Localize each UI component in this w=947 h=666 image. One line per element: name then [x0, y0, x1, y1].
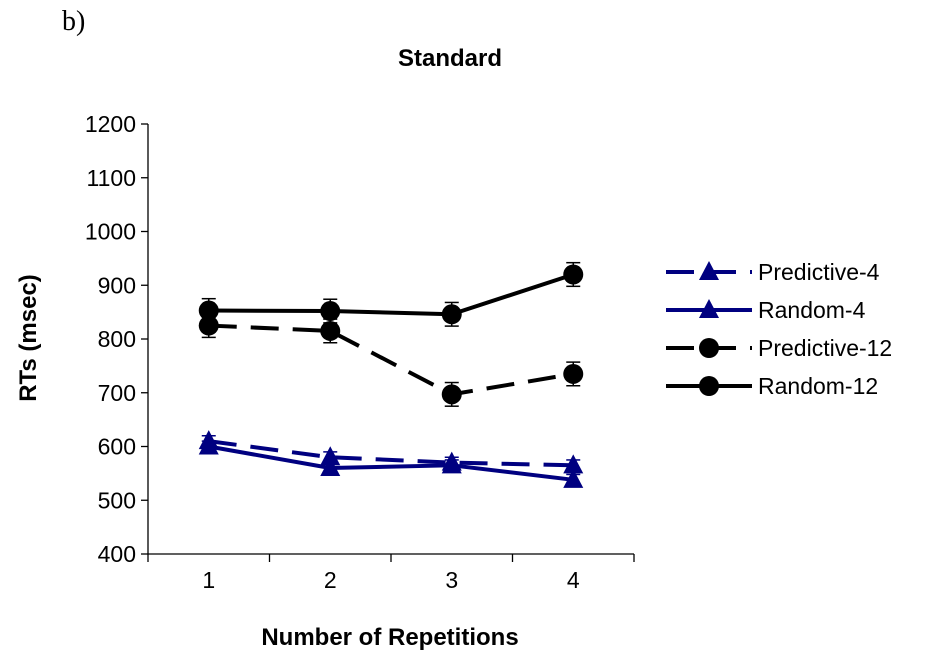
y-tick-label: 800 [98, 326, 136, 352]
x-tick-label: 1 [202, 567, 215, 593]
legend-swatch-marker [699, 338, 719, 358]
series-line-random-4 [208, 444, 574, 482]
legend-swatch-marker [699, 299, 719, 318]
legend-entry-predictive-12: Predictive-12 [666, 335, 892, 361]
legend-label: Random-12 [758, 373, 878, 399]
series-line-predictive-4 [208, 439, 574, 468]
data-point-predictive-12 [198, 315, 219, 336]
y-tick-label: 500 [98, 487, 136, 513]
legend-entry-random-12: Random-12 [666, 373, 878, 399]
legend-label: Predictive-12 [758, 335, 892, 361]
series-line-random-12 [208, 272, 574, 317]
data-point-predictive-4 [320, 446, 341, 466]
legend-swatch-marker [699, 376, 719, 396]
series-line-predictive-12 [208, 323, 574, 397]
data-point-predictive-12 [441, 384, 462, 405]
y-tick-label: 1100 [87, 165, 136, 191]
series-predictive-12 [198, 312, 584, 407]
plot-area [198, 261, 584, 488]
y-tick-label: 600 [98, 434, 136, 460]
series-random-12 [198, 261, 584, 327]
axes: 400 500 600 700 800 900 1000 1100 1200 1 2 3 4 [85, 111, 635, 593]
series-random-4 [198, 435, 584, 488]
data-point-random-4 [320, 457, 341, 476]
chart-title: Standard [398, 45, 502, 72]
y-axis-title: RTs (msec) [15, 274, 42, 402]
data-point-random-4 [563, 468, 584, 488]
legend-label: Predictive-4 [758, 259, 880, 285]
legend: Predictive-4 Random-4 Predictive-12 Random-… [666, 259, 892, 399]
data-point-random-12 [441, 304, 462, 325]
legend-entry-predictive-4: Predictive-4 [666, 259, 880, 285]
data-point-random-12 [198, 300, 219, 321]
y-tick-label: 1200 [85, 111, 136, 137]
data-point-random-12 [320, 301, 341, 322]
legend-swatch-marker [699, 261, 719, 280]
panel-label: b) [62, 6, 86, 37]
data-point-predictive-4 [563, 454, 584, 474]
data-point-predictive-12 [563, 363, 584, 384]
x-tick-label: 2 [324, 567, 337, 593]
data-point-random-12 [563, 264, 584, 285]
x-tick-label: 4 [567, 567, 580, 593]
data-point-predictive-12 [320, 320, 341, 341]
y-tick-label: 700 [98, 380, 136, 406]
data-point-random-4 [198, 435, 219, 455]
y-tick-label: 1000 [85, 219, 136, 245]
data-point-random-4 [441, 454, 462, 474]
x-axis-title: Number of Repetitions [261, 624, 518, 651]
y-tick-label: 900 [98, 272, 136, 298]
legend-label: Random-4 [758, 297, 866, 323]
legend-entry-random-4: Random-4 [666, 297, 866, 323]
y-tick-label: 400 [98, 541, 136, 567]
x-tick-label: 3 [445, 567, 458, 593]
